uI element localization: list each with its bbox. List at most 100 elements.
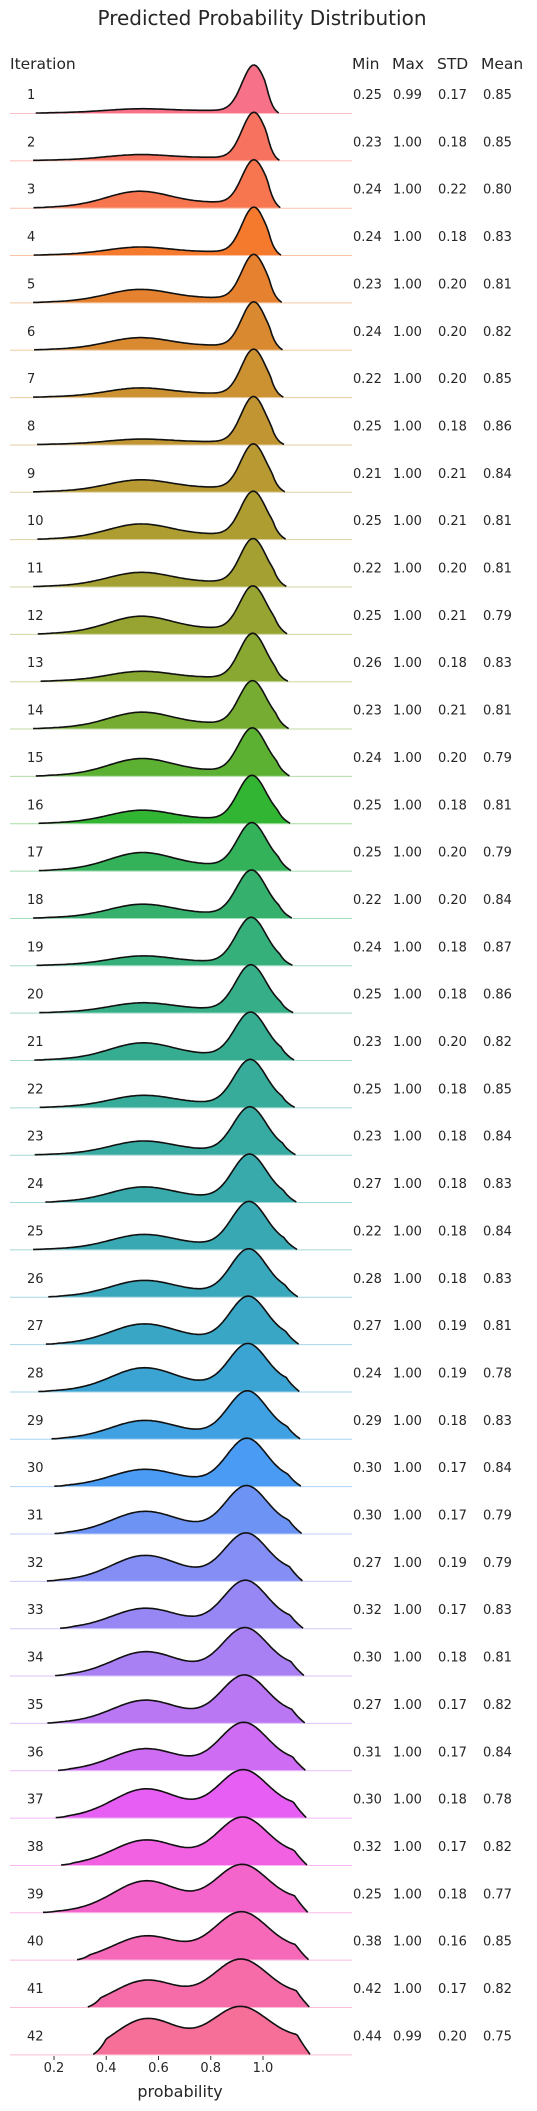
ridge-row-9: 9 0.21 1.00 0.21 0.84 [10,443,512,493]
stat-max: 1.00 [393,1698,422,1713]
stat-mean: 0.83 [483,1603,512,1618]
stat-max: 1.00 [393,609,422,624]
stat-min: 0.24 [353,751,382,766]
stat-max: 1.00 [393,1177,422,1192]
stat-std: 0.17 [438,1745,467,1760]
ridge-outline [37,585,288,635]
ridge-row-6: 6 0.24 1.00 0.20 0.82 [10,301,512,351]
ridge-area [45,1154,297,1203]
iteration-label: 24 [27,1177,44,1192]
x-tick-label: 0.6 [148,2061,169,2076]
ridge-outline [76,1910,310,1961]
ridge-row-10: 10 0.25 1.00 0.21 0.81 [10,490,512,541]
stat-min: 0.26 [353,656,382,671]
stat-mean: 0.79 [483,751,512,766]
stat-max: 1.00 [393,798,422,813]
ridge-area [33,112,280,161]
stat-max: 1.00 [393,1840,422,1855]
stat-mean: 0.84 [483,1224,512,1239]
stat-std: 0.17 [438,1840,467,1855]
iteration-label: 12 [27,609,44,624]
stat-mean: 0.78 [483,1366,512,1381]
iteration-label: 5 [27,277,35,292]
stat-max: 1.00 [393,1272,422,1287]
stat-max: 1.00 [393,1366,422,1381]
stat-std: 0.20 [438,751,467,766]
stat-min: 0.23 [353,1035,382,1050]
stat-std: 0.18 [438,419,467,434]
ridge-row-30: 30 0.30 1.00 0.17 0.84 [10,1437,512,1488]
stat-std: 0.17 [438,1461,467,1476]
stat-std: 0.17 [438,1698,467,1713]
stat-std: 0.18 [438,1414,467,1429]
stat-mean: 0.85 [483,372,512,387]
ridge-outline [33,443,286,493]
stat-min: 0.38 [353,1935,382,1950]
stat-min: 0.44 [353,2029,382,2044]
ridge-row-41: 41 0.42 1.00 0.17 0.82 [10,1958,512,2008]
ridge-area [34,301,283,350]
ridge-outline [92,2005,311,2056]
ridge-row-18: 18 0.22 1.00 0.20 0.84 [10,869,512,919]
stat-max: 1.00 [393,893,422,908]
stat-min: 0.22 [353,562,382,577]
stat-mean: 0.85 [483,135,512,150]
ridge-outline [87,1958,310,2008]
ridge-area [33,443,285,492]
stat-std: 0.16 [438,1935,467,1950]
stat-max: 1.00 [393,372,422,387]
stat-mean: 0.83 [483,1272,512,1287]
ridge-area [35,727,290,776]
stat-mean: 0.83 [483,1177,512,1192]
stat-std: 0.19 [438,1556,467,1571]
header-max: Max [392,55,424,73]
stat-mean: 0.81 [483,1319,512,1334]
ridge-row-42: 42 0.44 0.99 0.20 0.75 [10,2005,512,2056]
stat-max: 1.00 [393,656,422,671]
iteration-label: 40 [27,1935,44,1950]
stat-max: 1.00 [393,183,422,198]
ridge-area [54,1485,302,1534]
ridge-row-38: 38 0.32 1.00 0.17 0.82 [10,1816,512,1866]
ridge-area [37,585,288,634]
stat-max: 0.99 [393,2029,422,2044]
stat-std: 0.20 [438,562,467,577]
ridge-area [60,1580,304,1629]
ridge-outline [60,1579,304,1629]
ridge-area [33,349,284,398]
stat-max: 1.00 [393,1130,422,1145]
ridge-area [38,775,291,824]
ridge-outline [58,1721,306,1772]
iteration-label: 13 [27,656,44,671]
stat-max: 1.00 [393,1603,422,1618]
ridge-area [39,964,294,1013]
ridge-row-24: 24 0.27 1.00 0.18 0.83 [10,1153,512,1204]
stat-mean: 0.82 [483,325,512,340]
stat-max: 1.00 [393,1224,422,1239]
iteration-label: 4 [27,230,35,245]
ridge-row-23: 23 0.23 1.00 0.18 0.84 [10,1105,512,1156]
stat-min: 0.27 [353,1698,382,1713]
iteration-label: 41 [27,1982,44,1997]
stat-mean: 0.84 [483,1130,512,1145]
stat-max: 1.00 [393,514,422,529]
iteration-label: 34 [27,1651,44,1666]
stat-min: 0.25 [353,514,382,529]
stat-mean: 0.81 [483,277,512,292]
stat-mean: 0.83 [483,1414,512,1429]
stat-std: 0.20 [438,1035,467,1050]
iteration-label: 9 [27,467,35,482]
stat-max: 1.00 [393,1935,422,1950]
stat-max: 1.00 [393,419,422,434]
stat-std: 0.20 [438,2029,467,2044]
stat-mean: 0.81 [483,1651,512,1666]
stat-mean: 0.75 [483,2029,512,2044]
ridge-outline [40,632,289,682]
ridge-outline [33,679,290,730]
ridge-area [37,491,286,540]
ridge-row-8: 8 0.25 1.00 0.18 0.86 [10,395,512,446]
stat-min: 0.22 [353,893,382,908]
ridge-row-29: 29 0.29 1.00 0.18 0.83 [10,1390,512,1440]
ridge-row-7: 7 0.22 1.00 0.20 0.85 [10,348,512,399]
ridge-row-35: 35 0.27 1.00 0.17 0.82 [10,1674,512,1724]
